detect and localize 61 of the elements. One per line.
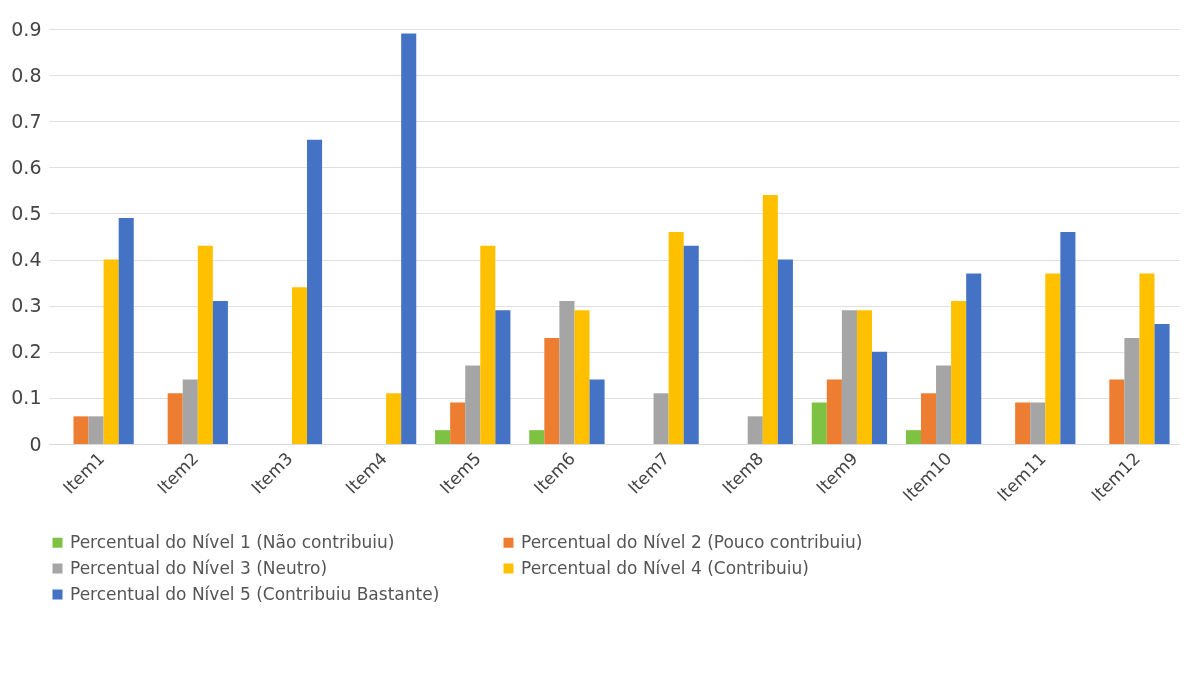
bar [811,402,827,444]
bar [1109,379,1125,444]
y-tick-label: 0.1 [11,386,42,409]
legend-label: Percentual do Nível 1 (Não contribuiu) [70,531,395,552]
bar [1060,231,1076,444]
legend-label: Percentual do Nível 3 (Neutro) [70,557,328,578]
bar [951,301,967,444]
bar [683,245,699,444]
bar [856,310,873,444]
y-tick-label: 0.2 [11,340,42,363]
y-tick-label: 0.3 [11,294,42,317]
bar [777,259,793,444]
bar [589,379,605,444]
bar [167,393,183,444]
bar [841,310,857,444]
bar [1124,337,1140,444]
bar [465,365,481,444]
bar [668,231,684,444]
bar [747,416,763,444]
y-tick-label: 0.7 [11,109,42,132]
bar [653,393,669,444]
bar [435,430,451,444]
bar [966,273,982,444]
bar [544,337,560,444]
bar [826,379,842,444]
y-tick-label: 0 [29,432,42,455]
bar [1015,402,1031,444]
bar [936,365,952,444]
bar [1045,273,1061,444]
y-tick-label: 0.6 [11,155,42,178]
y-tick-label: 0.8 [11,63,42,86]
bar [401,33,417,444]
bar [1154,324,1170,444]
bar [88,416,104,444]
bar [197,245,213,444]
bar [212,301,228,444]
bar [291,287,308,444]
bar [307,139,323,444]
bar [450,402,466,444]
bar [103,259,119,444]
legend-label: Percentual do Nível 5 (Contribuiu Bastante) [70,583,440,604]
bar [559,301,575,444]
legend-label: Percentual do Nível 2 (Pouco contribuiu) [521,531,863,552]
bar [1139,273,1155,444]
y-tick-label: 0.4 [11,248,42,271]
bar [872,351,888,444]
bar [495,310,511,444]
bar [1030,402,1046,444]
bar [762,195,778,444]
bar [182,379,198,444]
bar [480,245,496,444]
bar [920,393,937,444]
bar [118,218,134,444]
bar [574,310,590,444]
bar [529,430,545,444]
bar [905,430,921,444]
y-tick-label: 0.5 [11,201,42,224]
legend-label: Percentual do Nível 4 (Contribuiu) [521,557,809,578]
bar [73,416,89,444]
y-tick-label: 0.9 [11,17,42,40]
bar [386,393,402,444]
